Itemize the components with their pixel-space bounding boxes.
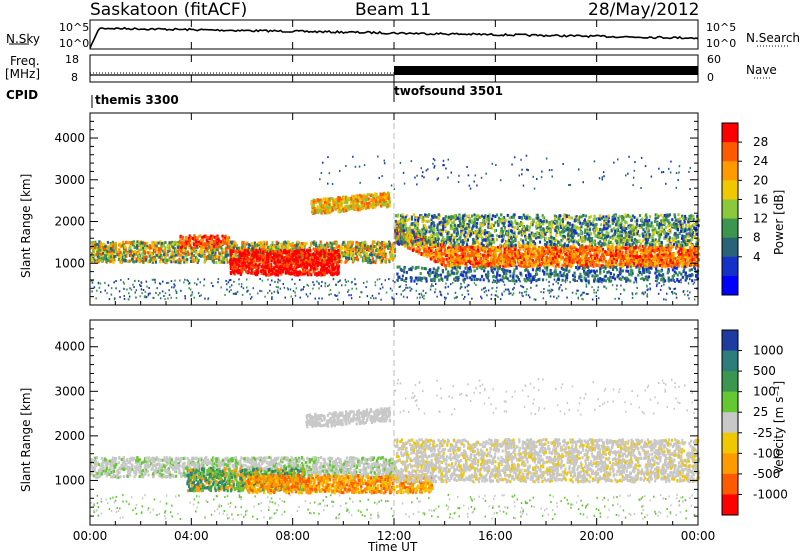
power-colorbar-swatch (722, 142, 738, 162)
nave-tick-bottom: 0 (707, 71, 714, 84)
power-ytick-label: 1000 (54, 256, 85, 270)
power-colorbar-swatch (722, 237, 738, 258)
power-colorbar-swatch (722, 275, 738, 296)
cpid-segment-2: twofsound 3501 (394, 84, 503, 98)
power-colorbar-label: 12 (753, 212, 768, 226)
velocity-colorbar-swatch (722, 330, 738, 352)
power-colorbar-swatch (722, 180, 738, 200)
velocity-ytick-label: 2000 (54, 429, 85, 443)
velocity-colorbar-swatch (722, 391, 738, 413)
velocity-colorbar-label: 1000 (753, 344, 784, 358)
velocity-scatter-cells (90, 378, 701, 521)
nave-label: Nave (746, 63, 777, 77)
power-colorbar-label: 28 (753, 135, 768, 149)
xtick-label: 08:00 (275, 529, 310, 543)
power-ytick-label: 3000 (54, 173, 85, 187)
velocity-colorbar-swatch (722, 494, 738, 516)
nsearch-label: N.Search (746, 31, 800, 45)
velocity-colorbar-swatch (722, 371, 738, 393)
nsearch-tick-bottom: 10^0 (706, 37, 737, 50)
xtick-label: 00:00 (681, 529, 716, 543)
power-colorbar-label: 24 (753, 154, 768, 168)
power-colorbar-swatch (722, 199, 738, 220)
power-ytick-label: 4000 (54, 131, 85, 145)
power-colorbar-label: 20 (753, 173, 768, 187)
velocity-colorbar-label: -100 (753, 446, 780, 460)
xtick-label: 00:00 (73, 529, 108, 543)
power-colorbar-swatch (722, 161, 738, 181)
power-colorbar-label: 8 (753, 231, 761, 245)
velocity-ytick-label: 3000 (54, 384, 85, 398)
velocity-colorbar-label: 500 (753, 364, 776, 378)
power-scatter-cells (90, 154, 701, 301)
velocity-colorbar-label: 25 (753, 405, 768, 419)
freq-unit: [MHz] (5, 67, 41, 81)
power-colorbar-label: 16 (753, 192, 768, 206)
freq-tick-top: 18 (65, 53, 79, 66)
freq-label: Freq. (10, 54, 40, 68)
x-axis-label: Time UT (368, 540, 418, 554)
velocity-ytick-label: 1000 (54, 473, 85, 487)
freq-tick-bottom: 8 (71, 71, 78, 84)
xtick-label: 12:00 (377, 529, 412, 543)
beam-title: Beam 11 (355, 0, 432, 20)
xtick-label: 20:00 (579, 529, 614, 543)
velocity-colorbar-swatch (722, 350, 738, 372)
nsearch-tick-top: 10^5 (706, 21, 737, 34)
velocity-colorbar-label: -1000 (753, 487, 788, 501)
nave-trace-bar (394, 66, 698, 75)
velocity-colorbar-swatch (722, 473, 738, 495)
nsky-label: N.Sky (6, 32, 41, 46)
station-title: Saskatoon (fitACF) (90, 0, 248, 20)
velocity-colorbar-swatch (722, 432, 738, 454)
cpid-segment-1: themis 3300 (95, 93, 179, 107)
cpid-label: CPID (6, 88, 39, 102)
power-colorbar-swatch (722, 256, 738, 277)
velocity-colorbar-swatch (722, 453, 738, 475)
velocity-colorbar-swatch (722, 412, 738, 434)
power-colorbar-label: 4 (753, 250, 761, 264)
velocity-colorbar-label: 100 (753, 385, 776, 399)
velocity-colorbar-label: -500 (753, 467, 780, 481)
nsky-tick-bottom: 10^0 (59, 37, 90, 50)
power-ytick-label: 2000 (54, 215, 85, 229)
xtick-label: 16:00 (478, 529, 513, 543)
date-title: 28/May/2012 (588, 0, 700, 20)
velocity-colorbar-frame (721, 329, 739, 516)
nsky-tick-top: 10^5 (59, 21, 90, 34)
power-colorbar-swatch (722, 123, 738, 143)
xtick-label: 04:00 (174, 529, 209, 543)
velocity-ytick-label: 4000 (54, 340, 85, 354)
velocity-colorbar-label: -25 (753, 426, 773, 440)
nsky-trace (89, 26, 699, 49)
power-colorbar-swatch (722, 218, 738, 239)
nave-tick-top: 60 (707, 53, 721, 66)
power-colorbar-frame (721, 122, 739, 296)
